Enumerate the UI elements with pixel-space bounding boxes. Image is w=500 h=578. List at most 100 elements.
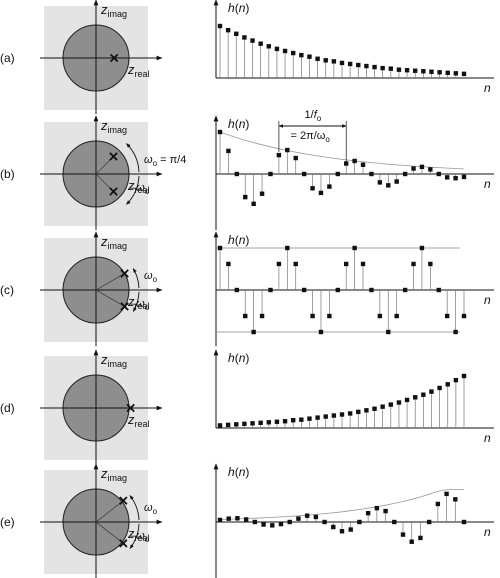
sample-point	[409, 539, 414, 544]
imag-axis-label: zimag	[100, 2, 127, 19]
omega-sub: o	[153, 507, 158, 516]
n-axis-label: n	[484, 81, 491, 95]
sample-point	[258, 41, 263, 46]
sample-point	[388, 402, 393, 407]
neg-omega-symbol: –ω	[129, 530, 145, 542]
row-3: (c)ωo–ωoh(n)n	[0, 231, 494, 346]
sample-point	[357, 519, 362, 525]
envelope-curve	[219, 489, 464, 520]
period-f: f	[314, 109, 318, 121]
sample-point	[369, 171, 374, 177]
sample-point	[380, 404, 385, 409]
pole-marker	[119, 496, 128, 505]
pole-marker	[109, 152, 118, 161]
sample-point	[315, 415, 320, 420]
sample-point	[392, 519, 397, 525]
imag-axis-label-main: z	[100, 352, 108, 367]
sample-point	[293, 155, 298, 161]
h-axis-label: h(n)	[228, 351, 249, 365]
sample-point	[347, 61, 353, 67]
period-label-top: 1/fo	[305, 109, 322, 123]
sample-point	[400, 532, 406, 537]
sample-point	[276, 261, 282, 267]
row-1: (a)h(n)n	[0, 0, 494, 114]
imag-axis-label: zimag	[100, 466, 127, 483]
sample-point	[274, 46, 280, 52]
sample-point	[225, 27, 231, 33]
n-axis-label: n	[484, 177, 491, 191]
sample-point	[344, 261, 349, 267]
sample-point	[372, 64, 377, 70]
sample-point	[402, 171, 408, 177]
h-arg: n	[239, 465, 246, 479]
h-symbol: h	[228, 117, 235, 131]
sample-point	[335, 171, 340, 177]
sample-point	[322, 519, 327, 525]
sample-point	[445, 70, 450, 75]
neg-angle-arc	[126, 175, 140, 205]
imag-axis-label-main: z	[100, 234, 108, 249]
neg-omega-symbol: –ω	[129, 298, 145, 310]
sample-point	[285, 147, 290, 153]
period-label-bottom: = 2π/ωo	[291, 130, 331, 144]
neg-omega-sub: o	[145, 187, 150, 196]
sample-point	[453, 329, 458, 335]
pole-marker	[120, 302, 129, 311]
neg-omega-symbol: –ω	[129, 182, 145, 194]
sample-point	[453, 377, 459, 383]
h-symbol: h	[228, 233, 235, 247]
sample-point	[251, 201, 256, 207]
sample-point	[444, 175, 450, 180]
sample-point	[285, 245, 290, 251]
imag-axis-label-main: z	[100, 466, 108, 481]
sample-point	[318, 329, 324, 335]
pole-marker	[120, 269, 129, 278]
real-axis-label-main: z	[127, 526, 135, 541]
real-axis-label-main: z	[127, 178, 135, 193]
h-axis-label: h(n)	[228, 465, 249, 479]
h-arg: n	[239, 1, 246, 15]
sample-point	[356, 409, 361, 415]
h-close-paren: )	[245, 1, 249, 15]
imag-axis-label-sub: imag	[108, 241, 128, 251]
sample-point	[268, 171, 273, 177]
sample-point	[315, 56, 320, 61]
pole-radius-line	[95, 521, 124, 544]
pole-marker	[126, 403, 135, 413]
sample-point	[268, 287, 273, 293]
sample-point	[252, 519, 258, 525]
sample-point	[217, 23, 223, 29]
sample-point	[377, 180, 383, 185]
sample-point	[352, 158, 357, 164]
imag-axis-label: zimag	[100, 234, 127, 251]
sample-point	[217, 129, 223, 135]
real-axis-label: zreal	[127, 526, 150, 543]
sample-point	[259, 191, 265, 196]
h-axis-label: h(n)	[228, 233, 249, 247]
h-close-paren: )	[245, 351, 249, 365]
n-axis-label: n	[484, 293, 491, 307]
sample-point	[235, 516, 240, 521]
imag-axis-label-sub: imag	[108, 125, 128, 135]
sample-point	[243, 194, 248, 200]
imag-axis-label: zimag	[100, 118, 127, 135]
h-close-paren: )	[245, 465, 249, 479]
pole-radius-line	[95, 500, 124, 523]
imag-axis-label-sub: imag	[108, 359, 128, 369]
sample-point	[313, 514, 319, 520]
sample-point	[411, 261, 416, 267]
row-label: (e)	[0, 515, 15, 529]
sample-point	[243, 517, 249, 522]
real-axis-label-main: z	[127, 294, 135, 309]
sample-point	[402, 287, 408, 293]
sample-point	[323, 58, 328, 63]
sample-point	[436, 287, 441, 293]
sample-point	[301, 287, 307, 293]
omega-symbol: ω	[144, 154, 153, 166]
pole-marker	[109, 187, 118, 196]
sample-point	[339, 529, 345, 534]
h-open-paren: (	[235, 117, 239, 131]
sample-point	[258, 420, 263, 425]
h-open-paren: (	[235, 233, 239, 247]
sample-point	[364, 408, 369, 413]
